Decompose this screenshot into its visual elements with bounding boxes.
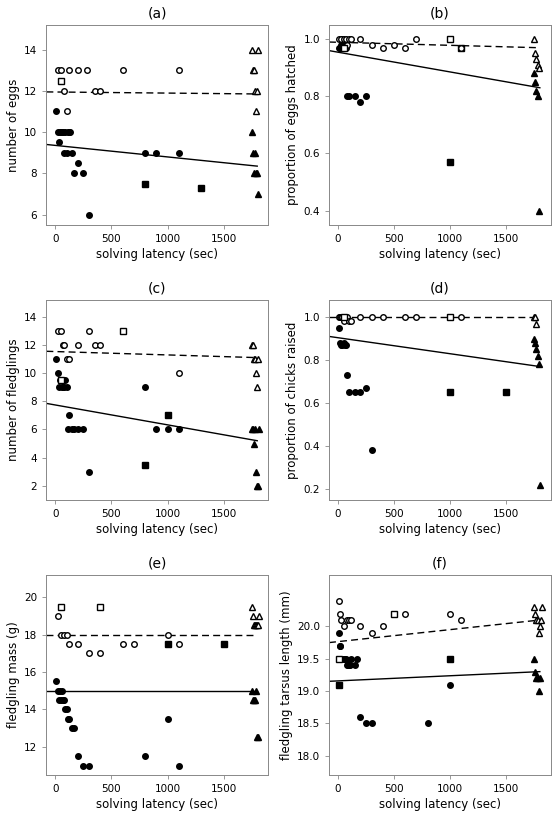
Title: (e): (e)	[148, 557, 167, 571]
Title: (f): (f)	[432, 557, 448, 571]
X-axis label: solving latency (sec): solving latency (sec)	[379, 248, 501, 261]
X-axis label: solving latency (sec): solving latency (sec)	[97, 798, 218, 811]
Y-axis label: proportion of eggs hatched: proportion of eggs hatched	[286, 44, 299, 205]
Y-axis label: number of fledglings: number of fledglings	[7, 339, 20, 461]
Y-axis label: fledgling mass (g): fledgling mass (g)	[7, 622, 20, 728]
Title: (c): (c)	[148, 282, 167, 296]
Y-axis label: proportion of chicks raised: proportion of chicks raised	[286, 321, 299, 479]
X-axis label: solving latency (sec): solving latency (sec)	[97, 523, 218, 536]
Y-axis label: fledgling tarsus length (mm): fledgling tarsus length (mm)	[280, 590, 292, 760]
Title: (b): (b)	[430, 7, 450, 21]
X-axis label: solving latency (sec): solving latency (sec)	[97, 248, 218, 261]
Title: (d): (d)	[430, 282, 450, 296]
X-axis label: solving latency (sec): solving latency (sec)	[379, 798, 501, 811]
Title: (a): (a)	[148, 7, 167, 21]
X-axis label: solving latency (sec): solving latency (sec)	[379, 523, 501, 536]
Y-axis label: number of eggs: number of eggs	[7, 79, 20, 172]
